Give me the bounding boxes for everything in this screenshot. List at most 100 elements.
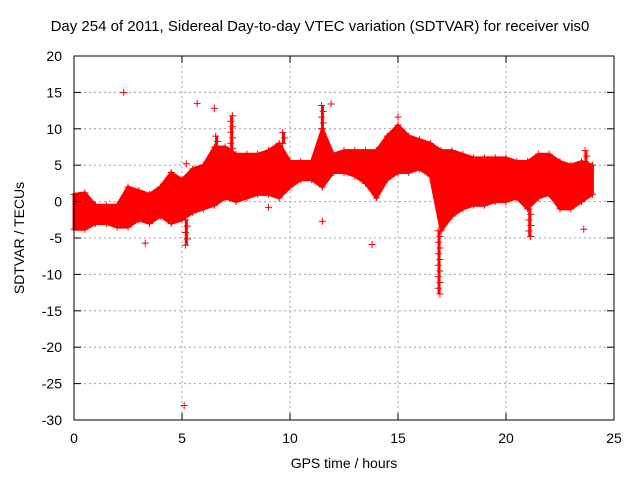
data-point xyxy=(264,147,272,155)
y-tick-label: 15 xyxy=(46,84,62,100)
y-tick-label: 20 xyxy=(46,48,62,64)
data-point xyxy=(180,401,188,409)
data-point xyxy=(167,219,175,227)
data-point xyxy=(434,261,442,269)
data-point xyxy=(120,88,128,96)
data-point xyxy=(502,154,510,162)
data-point xyxy=(319,119,327,127)
data-point xyxy=(362,179,370,187)
data-points xyxy=(70,88,596,409)
y-tick-label: 10 xyxy=(46,121,62,137)
x-axis-label: GPS time / hours xyxy=(290,455,398,471)
data-point xyxy=(545,190,553,198)
data-point xyxy=(434,250,442,258)
data-point xyxy=(243,194,251,202)
data-point xyxy=(264,203,272,211)
data-band xyxy=(72,123,594,233)
data-point xyxy=(297,158,305,166)
data-point xyxy=(124,183,132,191)
data-point xyxy=(92,201,100,209)
x-tick-label: 10 xyxy=(282,430,298,446)
data-point xyxy=(405,168,413,176)
x-tick-label: 5 xyxy=(178,430,186,446)
data-point xyxy=(436,279,444,287)
data-point xyxy=(318,183,326,191)
data-point xyxy=(525,216,533,224)
data-point xyxy=(181,229,189,237)
data-point xyxy=(383,132,391,140)
data-point xyxy=(470,201,478,209)
data-point xyxy=(470,154,478,162)
data-point xyxy=(318,125,326,133)
data-point xyxy=(426,172,434,180)
data-point xyxy=(319,107,327,115)
data-point xyxy=(459,150,467,158)
y-tick-label: -25 xyxy=(42,376,62,392)
data-point xyxy=(383,176,391,184)
y-tick-label: -30 xyxy=(42,412,62,428)
y-tick-label: 0 xyxy=(54,194,62,210)
data-point xyxy=(351,172,359,180)
y-tick-label: -15 xyxy=(42,303,62,319)
data-point xyxy=(567,161,575,169)
data-point xyxy=(525,205,533,213)
data-point xyxy=(394,113,402,121)
data-point xyxy=(329,168,337,176)
data-point xyxy=(124,223,132,231)
data-point xyxy=(308,158,316,166)
data-point xyxy=(135,187,143,195)
data-point xyxy=(437,147,445,155)
y-tick-label: 5 xyxy=(54,157,62,173)
data-point xyxy=(189,165,197,173)
data-point xyxy=(480,201,488,209)
data-point xyxy=(527,233,535,241)
data-point xyxy=(210,104,218,112)
data-point xyxy=(513,158,521,166)
data-point xyxy=(229,145,237,153)
data-point xyxy=(327,100,335,108)
data-point xyxy=(372,194,380,202)
data-point xyxy=(434,227,442,235)
data-point xyxy=(227,139,235,147)
data-point xyxy=(372,147,380,155)
data-point xyxy=(286,183,294,191)
data-point xyxy=(200,161,208,169)
data-point xyxy=(212,143,220,151)
data-point xyxy=(394,121,402,129)
data-point xyxy=(556,158,564,166)
data-point xyxy=(210,201,218,209)
data-point xyxy=(156,212,164,220)
data-point xyxy=(351,147,359,155)
data-point xyxy=(229,134,237,142)
data-point xyxy=(491,154,499,162)
data-point xyxy=(405,132,413,140)
data-point xyxy=(297,176,305,184)
data-point xyxy=(448,147,456,155)
data-point xyxy=(280,134,288,142)
data-point xyxy=(113,223,121,231)
data-point xyxy=(227,117,235,125)
x-tick-label: 15 xyxy=(390,430,406,446)
data-point xyxy=(229,112,237,120)
data-point xyxy=(243,150,251,158)
data-point xyxy=(588,190,596,198)
data-point xyxy=(254,190,262,198)
data-point xyxy=(181,241,189,249)
data-point xyxy=(527,221,535,229)
data-point xyxy=(480,154,488,162)
data-point xyxy=(329,150,337,158)
data-point xyxy=(102,201,110,209)
data-point xyxy=(193,99,201,107)
y-tick-label: -20 xyxy=(42,339,62,355)
data-point xyxy=(286,158,294,166)
data-point xyxy=(318,102,326,110)
data-point xyxy=(113,201,121,209)
grid-lines xyxy=(74,56,614,420)
data-point xyxy=(308,176,316,184)
data-point xyxy=(513,194,521,202)
data-point xyxy=(527,210,535,218)
data-point xyxy=(459,205,467,213)
data-point xyxy=(434,273,442,281)
data-point xyxy=(141,239,149,247)
